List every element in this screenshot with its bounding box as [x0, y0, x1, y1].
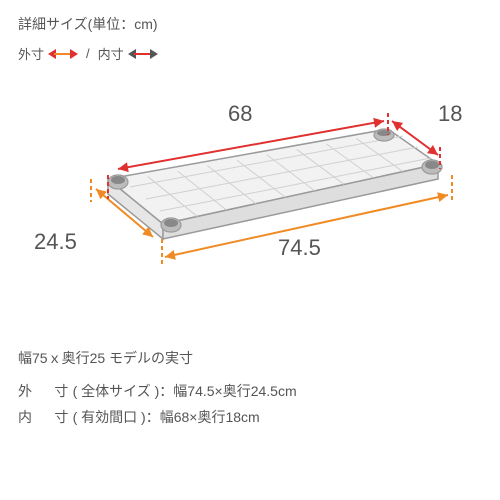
dim-outer-depth: 24.5: [34, 229, 77, 255]
dim-inner-depth: 18: [438, 101, 462, 127]
footer-block: 幅75ｘ奥行25 モデルの実寸 外 寸 ( 全体サイズ ) ：幅74.5×奥行2…: [18, 345, 482, 431]
inner-dim-label: 内 寸: [18, 404, 73, 431]
outer-dim-paren: ( 全体サイズ ): [73, 378, 160, 405]
inner-dim-paren: ( 有効間口 ): [73, 404, 146, 431]
outer-dim-value: ：幅74.5×奥行24.5cm: [159, 378, 296, 405]
legend-inner-label: 内寸: [98, 44, 124, 63]
outer-dim-row: 外 寸 ( 全体サイズ ) ：幅74.5×奥行24.5cm: [18, 378, 482, 405]
inner-dim-value: ：幅68×奥行18cm: [146, 404, 260, 431]
outer-dim-label: 外 寸: [18, 378, 73, 405]
legend-separator: /: [86, 46, 90, 61]
dim-inner-width: 68: [228, 101, 252, 127]
model-line: 幅75ｘ奥行25 モデルの実寸: [18, 345, 482, 372]
legend-outer-label: 外寸: [18, 44, 44, 63]
legend-inner-arrow: [128, 49, 158, 59]
legend: 外寸 / 内寸: [18, 44, 482, 63]
page-title: 詳細サイズ(単位：cm): [18, 14, 482, 34]
inner-dim-row: 内 寸 ( 有効間口 ) ：幅68×奥行18cm: [18, 404, 482, 431]
dim-outer-width: 74.5: [278, 235, 321, 261]
shelf-diagram: 68 18 74.5 24.5: [18, 69, 482, 329]
legend-outer-arrow: [48, 49, 78, 59]
